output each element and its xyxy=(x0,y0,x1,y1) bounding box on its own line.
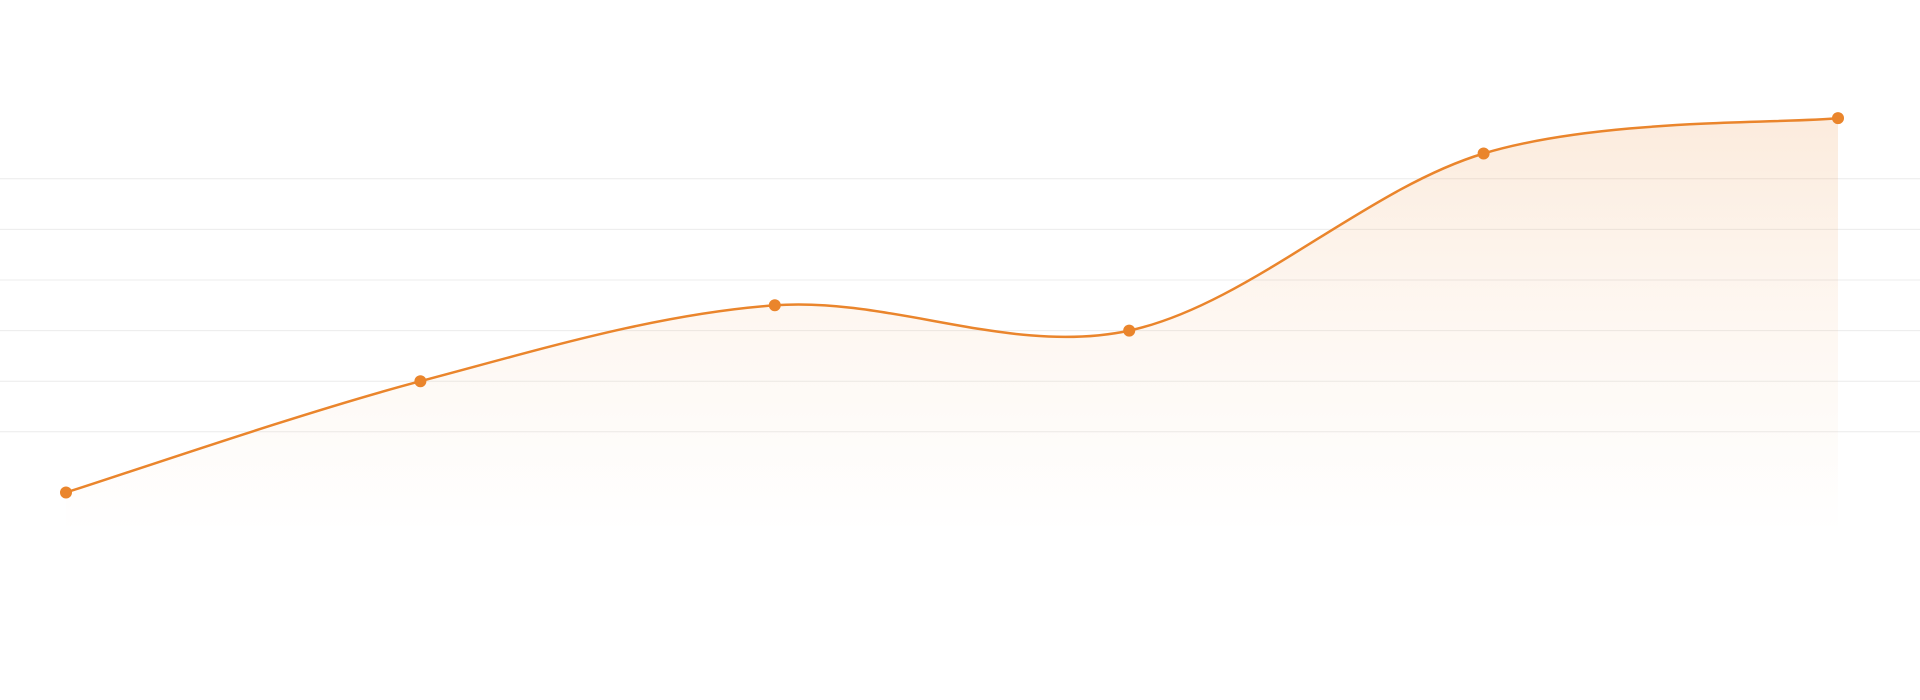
point xyxy=(1123,324,1136,337)
point xyxy=(768,299,781,312)
point xyxy=(1832,112,1844,125)
point xyxy=(60,486,72,499)
point xyxy=(414,375,427,388)
line xyxy=(65,116,1839,494)
point xyxy=(1477,147,1490,160)
area xyxy=(66,118,1838,533)
